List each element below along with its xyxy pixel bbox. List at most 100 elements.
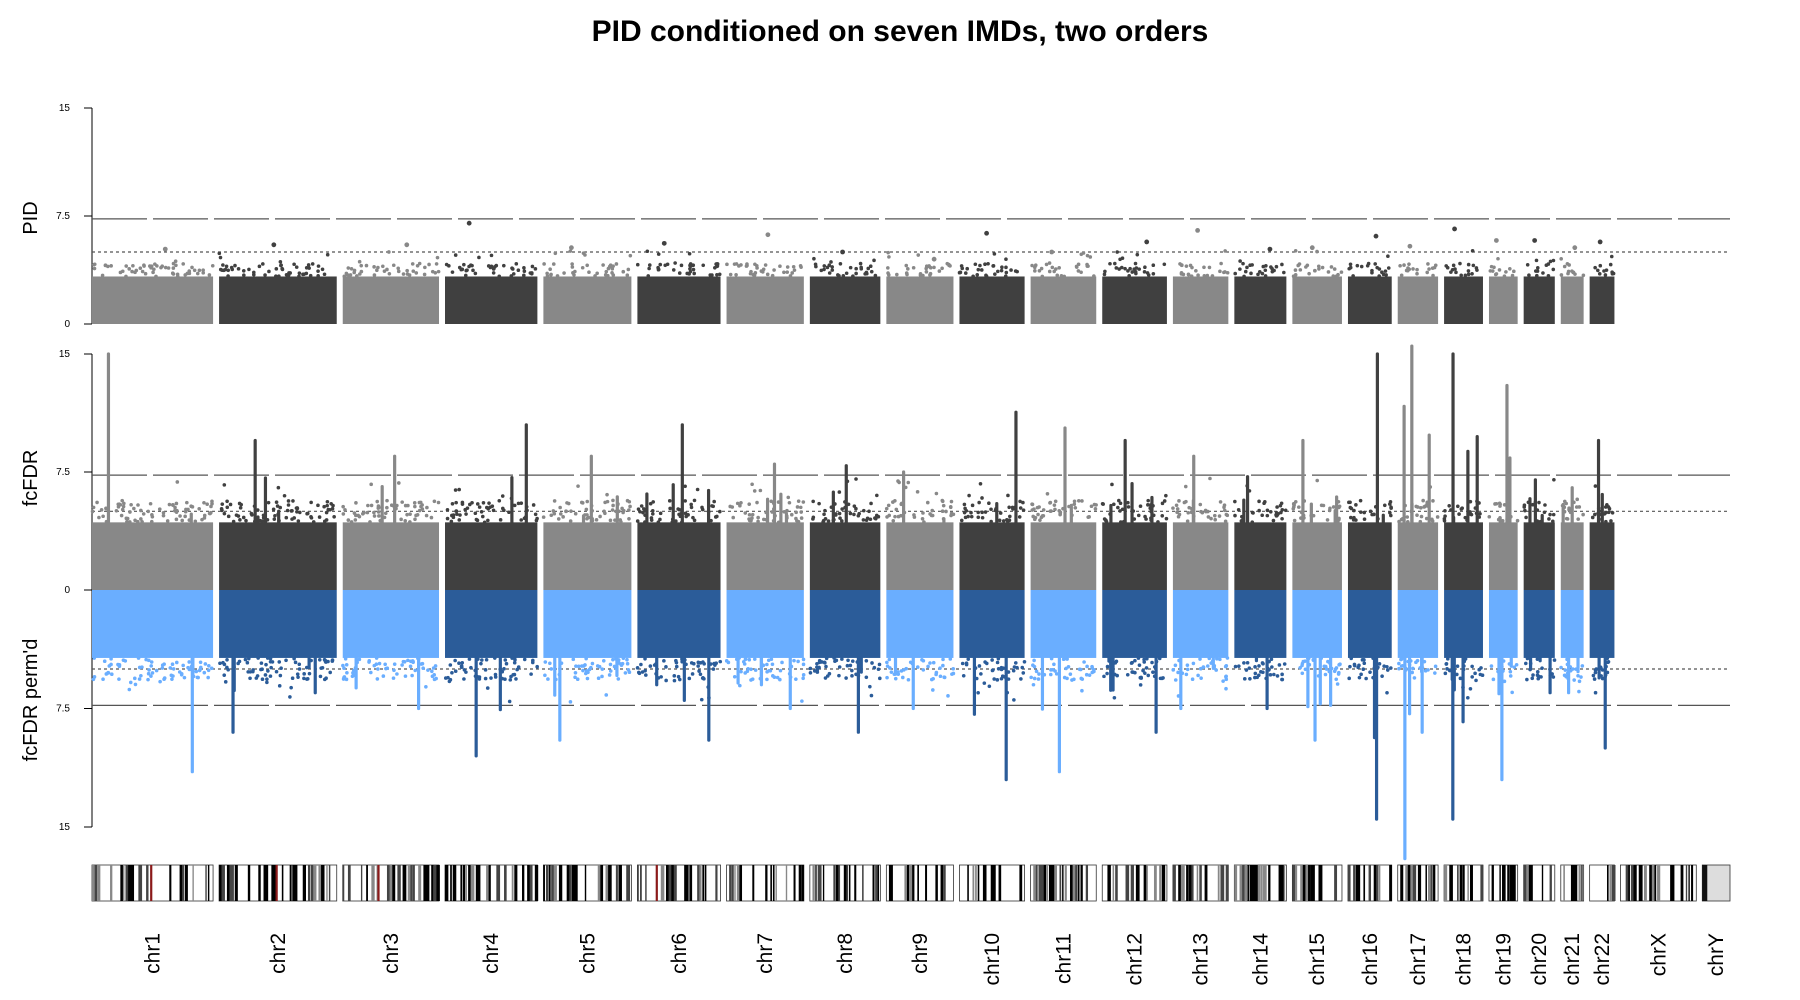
chr4-fcfdr-point bbox=[457, 487, 461, 492]
chr15-pid-point bbox=[1315, 249, 1319, 254]
chr15-ideogram-band bbox=[1302, 865, 1307, 901]
chr4-permd-point bbox=[448, 663, 453, 667]
chr9-ideogram-band bbox=[935, 865, 938, 901]
chr8-pid-point bbox=[827, 271, 832, 275]
chr-label-chr1: chr1 bbox=[142, 933, 165, 974]
chr3-fcfdr-point bbox=[341, 504, 345, 509]
chr2-fcfdr-point bbox=[311, 520, 316, 524]
chr5-pid-point bbox=[568, 249, 573, 253]
chr15-pid-point bbox=[1305, 263, 1310, 268]
chr22-pid-point bbox=[1604, 268, 1609, 272]
chr3-fcfdr-point bbox=[368, 520, 372, 524]
chr16-fcfdr-point bbox=[1382, 503, 1387, 508]
chr3-pid-point bbox=[427, 262, 431, 267]
chr10-pid-point bbox=[963, 271, 968, 275]
chr5-permd-point bbox=[549, 667, 554, 671]
chr17-pid-point bbox=[1415, 267, 1419, 272]
chr15-permd-point bbox=[1300, 661, 1305, 666]
chr9-pid-point bbox=[937, 269, 942, 273]
chr17-ideogram-band bbox=[1417, 865, 1422, 901]
chr3-ideogram-band bbox=[386, 865, 391, 901]
chr2-permd-point bbox=[259, 667, 263, 672]
chr11-fcfdr-point bbox=[1092, 502, 1097, 507]
chr17-permd-point bbox=[1399, 664, 1404, 668]
chr6-permd-point bbox=[643, 656, 647, 661]
chr1-permd-point bbox=[187, 660, 192, 664]
chr3-fcfdr-point bbox=[412, 501, 417, 505]
chr12-fcfdr-point bbox=[1126, 500, 1130, 505]
chr10-fcfdr-point bbox=[998, 511, 1003, 515]
chr4-fcfdr-point bbox=[507, 510, 511, 515]
chr22-fcfdr-point bbox=[1593, 512, 1597, 517]
chr10-permd-point bbox=[1013, 661, 1018, 665]
chr17-permd-point bbox=[1423, 669, 1428, 673]
chr-label-chr20: chr20 bbox=[1528, 933, 1551, 986]
chr1-permd-point bbox=[146, 677, 150, 682]
chr10-permd-point bbox=[966, 657, 971, 661]
chr7-permd-point bbox=[801, 676, 805, 681]
chr6-fcfdr-point bbox=[648, 501, 653, 506]
chr6-permd-point bbox=[718, 659, 723, 664]
chr3-fcfdr-point bbox=[408, 512, 412, 516]
chr22-permd-point bbox=[1593, 690, 1598, 695]
chr2-fcfdr-point bbox=[295, 506, 300, 511]
chr16-pid-point bbox=[1365, 263, 1370, 268]
chr9-fcfdr-point bbox=[920, 517, 925, 521]
chr10-fcfdr-point bbox=[1007, 505, 1011, 510]
chr13-ideogram-band bbox=[1180, 865, 1185, 901]
chr7-pid-body bbox=[726, 276, 804, 324]
chr1-pid-point bbox=[154, 274, 158, 279]
chr4-pid-body bbox=[445, 276, 538, 324]
chr5-fcfdr-point bbox=[569, 509, 573, 513]
chr11-ideogram-band bbox=[1043, 865, 1047, 901]
chr2-permd-point bbox=[223, 680, 228, 684]
chr19-permd-body bbox=[1488, 590, 1518, 658]
chrX-ideogram-band bbox=[1651, 865, 1656, 901]
chr11-permd-point bbox=[1080, 688, 1084, 693]
chr15-ideogram-band bbox=[1305, 865, 1309, 901]
chr6-ideogram-band bbox=[637, 865, 639, 901]
chr8-permd-point bbox=[832, 656, 836, 660]
chr10-pid-point bbox=[1004, 270, 1009, 275]
chr14-permd-point bbox=[1253, 675, 1257, 680]
chr8-pid-point bbox=[844, 271, 849, 276]
chr15-permd-point bbox=[1303, 659, 1307, 663]
chr3-fcfdr-point bbox=[365, 510, 370, 515]
chr17-pid-point bbox=[1404, 268, 1409, 273]
chr20-pid-peak bbox=[1532, 238, 1538, 243]
chr9-ideogram-band bbox=[888, 865, 893, 901]
chr15-pid-point bbox=[1296, 263, 1300, 268]
chr6-pid-body bbox=[637, 276, 721, 324]
chr1-fcfdr-point bbox=[133, 518, 137, 523]
chr7-pid-point bbox=[759, 269, 764, 273]
chr4-fcfdr-point bbox=[519, 501, 524, 505]
chr11-fcfdr-point bbox=[1049, 509, 1053, 513]
chr8-ideogram-band bbox=[846, 865, 849, 901]
chr4-ideogram-band bbox=[486, 865, 490, 901]
chr9-pid-point bbox=[886, 273, 891, 277]
chr22-pid-point bbox=[1608, 262, 1613, 267]
chr16-fcfdr-point bbox=[1347, 500, 1351, 505]
chr3-pid-point bbox=[359, 269, 364, 274]
chr13-permd-point bbox=[1224, 686, 1228, 691]
chr20-fcfdr-point bbox=[1522, 503, 1527, 508]
chr19-permd-point bbox=[1512, 665, 1517, 669]
chr1-permd-point bbox=[109, 662, 113, 667]
chr16-permd-point bbox=[1380, 674, 1384, 678]
chr3-fcfdr-point bbox=[361, 511, 365, 516]
chr2-pid-point bbox=[304, 265, 309, 270]
chr14-permd-point bbox=[1268, 673, 1273, 677]
chr3-fcfdr-point bbox=[372, 514, 377, 518]
chr18-pid-point bbox=[1454, 270, 1458, 275]
chr11-permd-point bbox=[1037, 672, 1041, 676]
chr21-fcfdr-point bbox=[1575, 497, 1580, 502]
chr2-fcfdr-point bbox=[225, 499, 229, 504]
chr3-ideogram-band bbox=[347, 865, 351, 901]
chr19-pid-point bbox=[1504, 270, 1508, 274]
chr3-pid-point bbox=[372, 273, 377, 277]
chrX-ideogram-band bbox=[1625, 865, 1629, 901]
chr19-pid-point bbox=[1494, 272, 1499, 276]
chr4-pid-point bbox=[510, 267, 515, 271]
chr16-permd-point bbox=[1361, 667, 1366, 672]
chr12-ideogram-band bbox=[1115, 865, 1118, 901]
